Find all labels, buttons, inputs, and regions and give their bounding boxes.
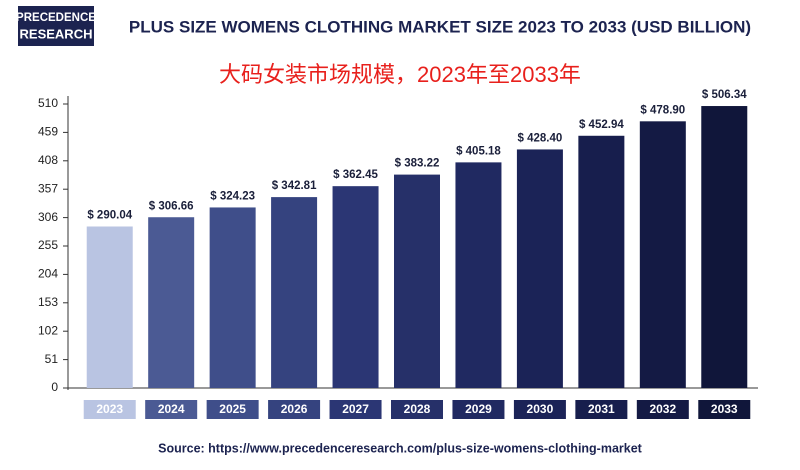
category-box: [145, 400, 198, 419]
y-tick-label: 204: [38, 267, 58, 281]
chart-subtitle: 大码女装市场规模，2023年至2033年: [219, 62, 581, 87]
category-box: [83, 400, 136, 419]
category-box: [391, 400, 443, 419]
value-label: $ 506.34: [702, 89, 747, 101]
x-tick-label: 2031: [588, 402, 615, 416]
x-tick-label: 2025: [219, 402, 246, 416]
bar: [701, 106, 748, 388]
x-tick-label: 2024: [158, 402, 185, 416]
x-tick-label: 2029: [465, 402, 492, 416]
category-box: [513, 400, 566, 419]
value-label: $ 362.45: [333, 169, 378, 181]
x-tick-label: 2030: [527, 402, 554, 416]
chart-title: PLUS SIZE WOMENS CLOTHING MARKET SIZE 20…: [129, 17, 751, 36]
y-tick-label: 510: [38, 96, 58, 110]
y-tick-label: 306: [38, 210, 58, 224]
x-tick-label: 2028: [404, 402, 431, 416]
bar: [332, 186, 379, 388]
y-tick-label: 408: [38, 153, 58, 167]
category-box: [452, 400, 505, 419]
bar: [394, 174, 440, 388]
y-tick-label: 357: [38, 181, 58, 195]
y-tick-label: 51: [45, 352, 59, 366]
category-box: [636, 400, 689, 419]
source: Source: https://www.precedenceresearch.c…: [158, 441, 643, 455]
logo-box: [18, 6, 94, 46]
bar: [209, 207, 256, 388]
value-label: $ 452.94: [579, 119, 624, 131]
y-tick-label: 153: [38, 295, 58, 309]
logo-text: RESEARCH: [20, 26, 93, 41]
category-box: [575, 400, 628, 419]
value-label: $ 324.23: [210, 190, 255, 202]
bar: [148, 217, 195, 388]
logo-text: PRECEDENCE: [16, 12, 96, 24]
value-label: $ 383.22: [395, 158, 440, 170]
value-label: $ 306.66: [149, 200, 194, 212]
bar: [639, 121, 686, 389]
value-label: $ 428.40: [518, 132, 563, 144]
bar: [86, 226, 133, 388]
value-label: $ 290.04: [87, 210, 132, 222]
bar: [516, 149, 563, 388]
y-tick-label: 459: [38, 125, 58, 139]
x-tick-label: 2026: [281, 402, 308, 416]
x-tick-label: 2023: [96, 402, 123, 416]
value-label: $ 478.90: [640, 104, 685, 116]
x-tick-label: 2032: [649, 402, 676, 416]
x-tick-label: 2027: [342, 402, 369, 416]
category-box: [329, 400, 382, 419]
category-box: [268, 400, 321, 419]
bar: [455, 162, 502, 388]
y-tick-label: 102: [38, 323, 58, 337]
value-label: $ 342.81: [272, 180, 317, 192]
category-box: [698, 400, 751, 419]
bar: [271, 197, 318, 388]
y-tick-label: 0: [51, 380, 58, 394]
y-tick-label: 255: [38, 238, 58, 252]
x-tick-label: 2033: [711, 402, 738, 416]
bar: [578, 135, 625, 388]
value-label: $ 405.18: [456, 145, 501, 157]
category-box: [206, 400, 259, 419]
